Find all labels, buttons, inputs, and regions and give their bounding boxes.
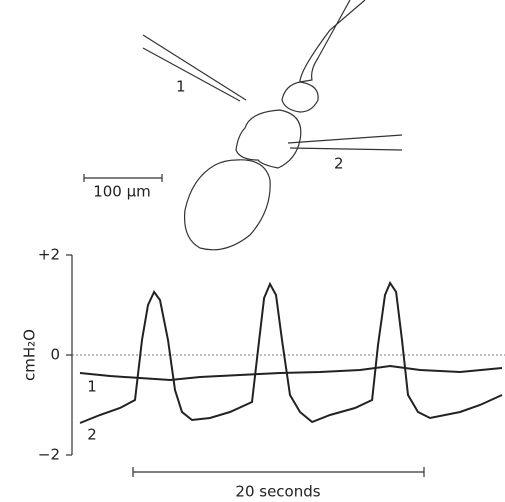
cell-bottom — [183, 159, 271, 251]
electrode-2 — [287, 134, 403, 144]
y-tick-label: −2 — [38, 446, 60, 464]
series-label: 1 — [87, 378, 97, 396]
electrode-1 — [142, 47, 241, 102]
electrode-2 — [289, 147, 403, 151]
y-label: cmH₂O — [21, 329, 39, 381]
y-tick-label: +2 — [38, 246, 60, 264]
cell-neck — [299, 0, 366, 83]
cell-top — [281, 81, 319, 113]
y-tick-label: 0 — [50, 346, 60, 364]
electrode-1 — [142, 34, 247, 101]
electrode-1-label: 1 — [176, 78, 186, 96]
time-scale-label: 20 seconds — [235, 483, 320, 501]
series-line — [79, 364, 503, 382]
electrode-2-label: 2 — [334, 155, 344, 173]
series-label: 2 — [87, 426, 97, 444]
series-line — [79, 280, 503, 424]
cell-middle — [235, 109, 302, 169]
scale-label: 100 μm — [93, 183, 151, 201]
cell-diagram: 1 2 100 μm — [83, 0, 403, 251]
